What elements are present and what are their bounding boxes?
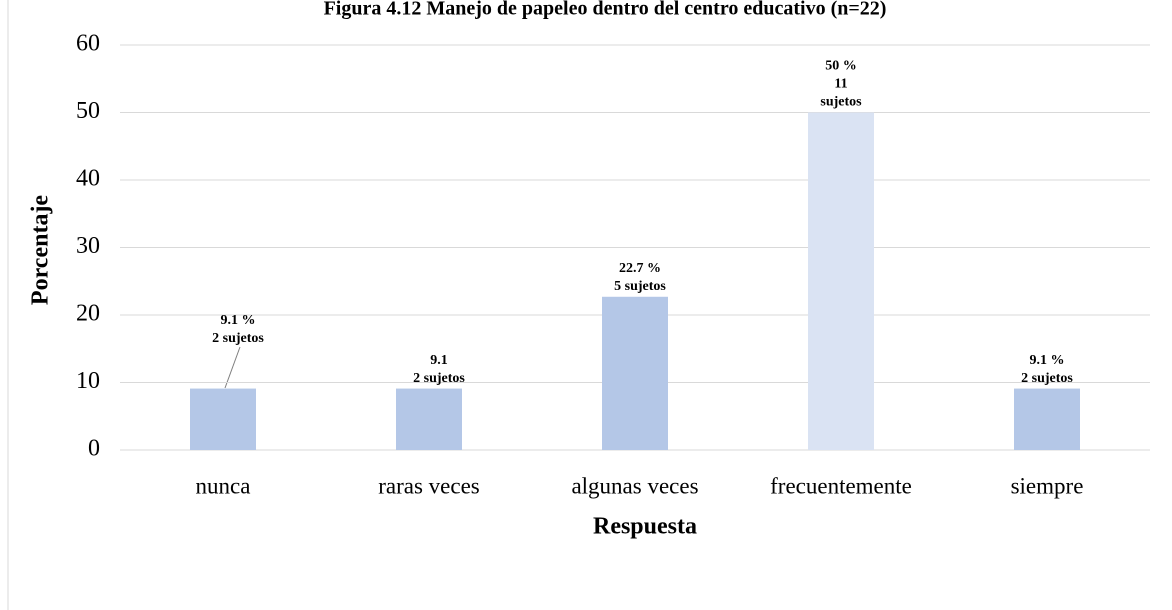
data-label: 2 sujetos [212,331,264,346]
data-label: 11 [834,77,847,92]
x-tick-label: algunas veces [571,473,698,498]
y-tick-label: 0 [88,436,100,462]
x-axis-label: Respuesta [593,514,697,540]
x-tick-label: siempre [1011,473,1084,498]
data-label: 9.1 % [1030,353,1065,368]
bar [602,296,668,450]
y-tick-label: 30 [76,233,100,259]
data-label: sujetos [820,95,862,110]
x-tick-label: raras veces [378,473,480,498]
y-axis-label: Porcentaje [28,195,54,306]
y-tick-label: 20 [76,301,100,327]
bar [396,388,462,450]
bar [190,388,256,450]
x-tick-label: nunca [196,473,251,498]
y-tick-label: 10 [76,368,100,394]
chart-border [7,0,9,610]
x-tick-label: frecuentemente [770,473,912,498]
y-tick-label: 50 [76,98,100,124]
data-label: 50 % [825,59,857,74]
y-tick-label: 60 [76,31,100,57]
y-tick-label: 40 [76,166,100,192]
leader-line [224,346,241,389]
data-label: 2 sujetos [1021,371,1073,386]
data-label: 22.7 % [619,261,661,276]
data-label: 5 sujetos [614,279,666,294]
data-label: 9.1 [430,353,448,368]
bar [808,112,874,450]
bar [1014,388,1080,450]
data-label: 2 sujetos [413,371,465,386]
chart-title: Figura 4.12 Manejo de papeleo dentro del… [324,0,887,20]
data-label: 9.1 % [221,313,256,328]
